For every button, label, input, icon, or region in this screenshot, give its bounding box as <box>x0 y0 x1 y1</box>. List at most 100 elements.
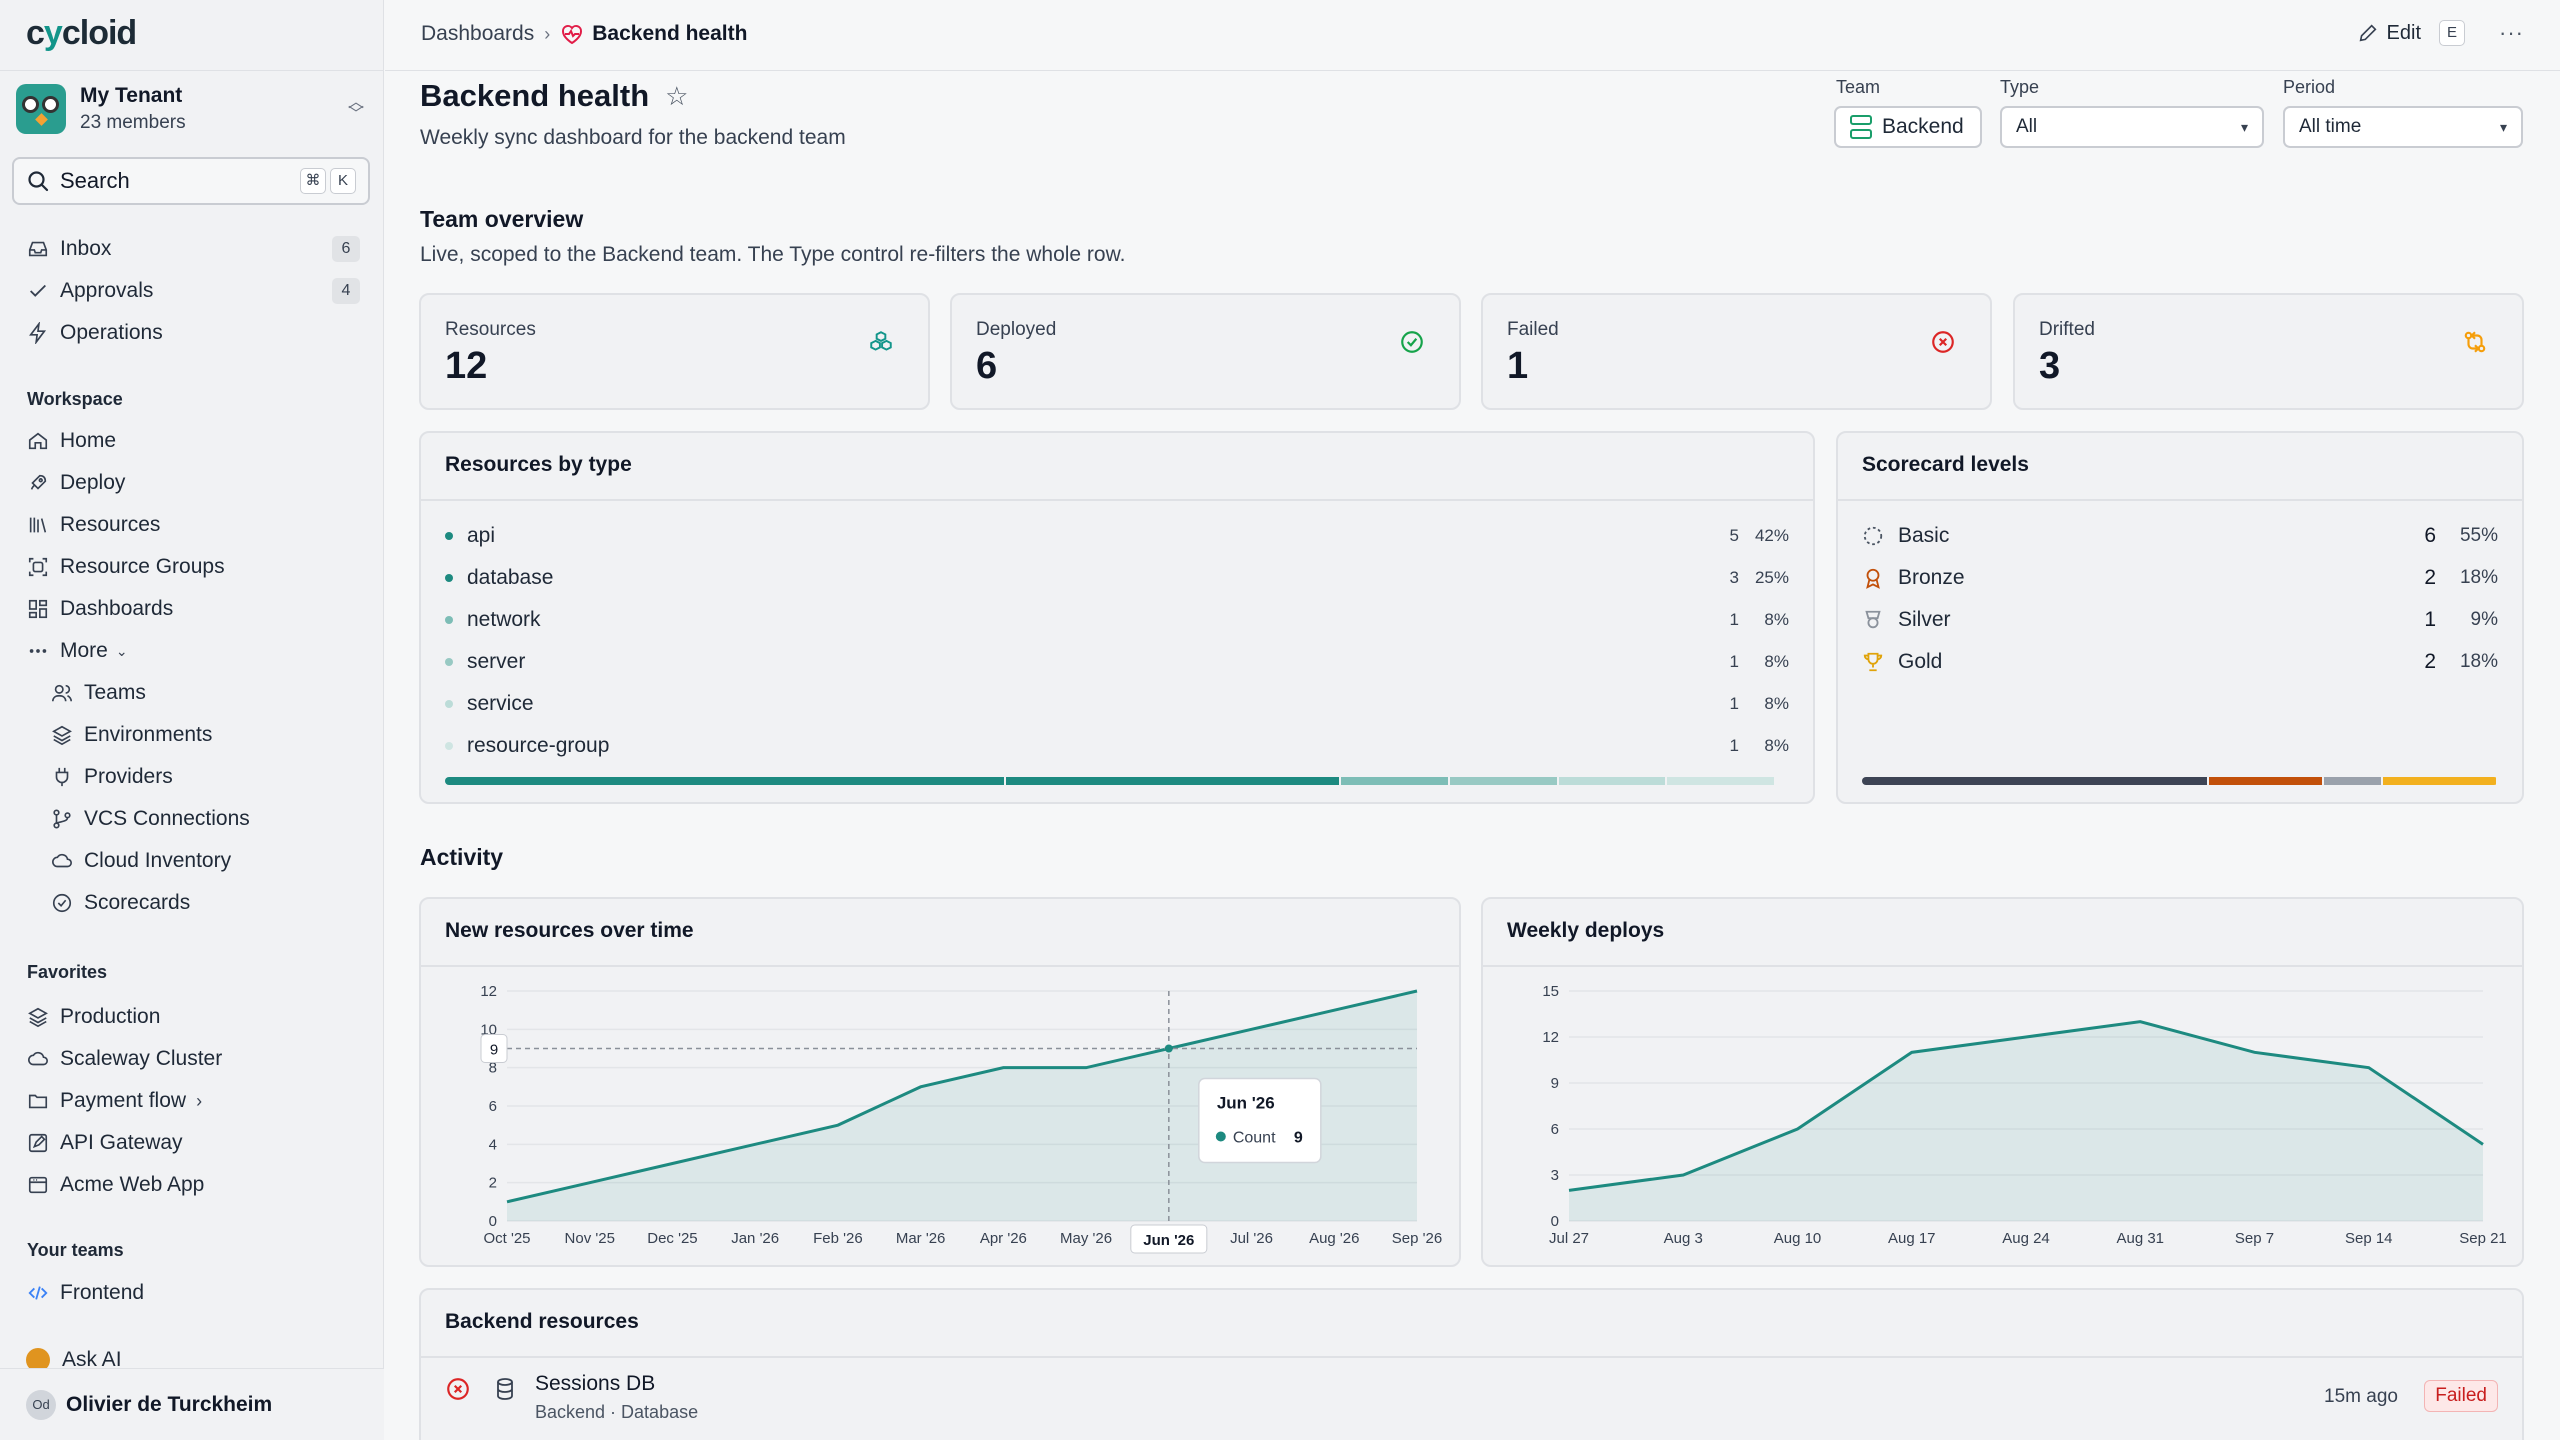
stat-card-drifted[interactable]: Drifted 3 <box>2013 293 2524 410</box>
star-icon[interactable]: ☆ <box>665 80 689 111</box>
data-point[interactable] <box>1332 1008 1336 1012</box>
x-tick-label: Aug 10 <box>1774 1230 1822 1247</box>
list-item[interactable]: database 3 25% <box>445 563 1789 593</box>
fav-payment-flow[interactable]: Payment flow › <box>26 1083 360 1119</box>
ellipsis-icon <box>26 639 50 663</box>
data-point[interactable] <box>919 1085 923 1089</box>
list-item[interactable]: Silver 1 9% <box>1862 605 2498 635</box>
x-tick-label: Jul 27 <box>1549 1230 1589 1247</box>
square-pen-icon <box>26 1131 50 1155</box>
nav-providers[interactable]: Providers <box>50 759 360 795</box>
data-point[interactable] <box>2253 1050 2257 1054</box>
search-button[interactable]: Search ⌘ K <box>12 157 370 205</box>
x-circle-icon <box>447 1378 469 1400</box>
nav-more[interactable]: More ⌄ <box>26 633 360 669</box>
data-point[interactable] <box>2367 1066 2371 1070</box>
more-options-icon[interactable]: ··· <box>2499 20 2524 45</box>
table-row[interactable]: Sessions DB Backend · Database 15m ago F… <box>421 1360 2522 1426</box>
stat-card-failed[interactable]: Failed 1 <box>1481 293 1992 410</box>
chevron-down-icon: ▾ <box>2240 118 2248 135</box>
type-name: service <box>467 692 534 715</box>
nav-home[interactable]: Home <box>26 423 360 459</box>
level-count: 2 <box>2424 566 2436 589</box>
nav-teams[interactable]: Teams <box>50 675 360 711</box>
nav-vcs-connections[interactable]: VCS Connections <box>50 801 360 837</box>
data-point[interactable] <box>2138 1020 2142 1024</box>
team-filter[interactable]: Backend <box>1834 106 1982 148</box>
data-point[interactable] <box>670 1162 674 1166</box>
home-icon <box>26 429 50 453</box>
level-percent: 9% <box>2470 609 2498 630</box>
legend-dot <box>445 658 453 666</box>
your-teams-heading: Your teams <box>27 1240 124 1260</box>
type-name: api <box>467 524 496 547</box>
list-item[interactable]: service 1 8% <box>445 689 1789 719</box>
nav-label: Resources <box>60 513 161 536</box>
nav-scorecards[interactable]: Scorecards <box>50 885 360 921</box>
data-point[interactable] <box>753 1142 757 1146</box>
user-menu[interactable]: Od Olivier de Turckheim <box>0 1368 384 1440</box>
list-item[interactable]: Basic 6 55% <box>1862 521 2498 551</box>
stat-card-resources[interactable]: Resources 12 <box>419 293 930 410</box>
cubes-icon <box>870 331 892 351</box>
nav-label: Environments <box>84 723 213 746</box>
stat-card-deployed[interactable]: Deployed 6 <box>950 293 1461 410</box>
data-point[interactable] <box>2024 1035 2028 1039</box>
data-point[interactable] <box>836 1123 840 1127</box>
nav-operations[interactable]: Operations <box>26 315 360 351</box>
cycloid-logo[interactable]: cycloid <box>26 14 137 52</box>
period-select[interactable]: All time ▾ <box>2283 106 2523 148</box>
data-point[interactable] <box>2481 1142 2485 1146</box>
type-percent: 42% <box>1754 526 1789 545</box>
list-item[interactable]: Gold 2 18% <box>1862 647 2498 677</box>
breadcrumb-dashboards[interactable]: Dashboards <box>421 22 535 45</box>
list-item[interactable]: server 1 8% <box>445 647 1789 677</box>
data-point[interactable] <box>1567 1188 1571 1192</box>
nav-inbox[interactable]: Inbox 6 <box>26 231 360 267</box>
nav-label: Inbox <box>60 237 112 260</box>
data-point[interactable] <box>1415 989 1419 993</box>
list-item[interactable]: api 5 42% <box>445 521 1789 551</box>
data-point[interactable] <box>1084 1066 1088 1070</box>
weekly-deploys-chart[interactable]: 0 3 6 9 12 15 Jul 27 Aug 3 Aug 10 Aug 17 Aug 24 Aug… <box>1483 967 2522 1265</box>
edit-button[interactable]: Edit <box>2357 22 2421 45</box>
nav-approvals[interactable]: Approvals 4 <box>26 273 360 309</box>
team-frontend[interactable]: Frontend <box>26 1275 360 1311</box>
data-point[interactable] <box>505 1200 509 1204</box>
check-circle-icon <box>1401 331 1423 353</box>
legend-dot <box>445 742 453 750</box>
y-tick-label: 3 <box>1551 1167 1559 1184</box>
code-icon <box>26 1281 50 1305</box>
x-tick-label: Aug '26 <box>1309 1230 1359 1247</box>
nav-deploy[interactable]: Deploy <box>26 465 360 501</box>
tenant-owl-avatar <box>16 84 66 134</box>
team-filter-value: Backend <box>1882 115 1964 138</box>
list-item[interactable]: Bronze 2 18% <box>1862 563 2498 593</box>
data-point[interactable] <box>1681 1173 1685 1177</box>
nav-resource-groups[interactable]: Resource Groups <box>26 549 360 585</box>
fav-production[interactable]: Production <box>26 999 360 1035</box>
period-select-value: All time <box>2299 116 2362 137</box>
chevron-right-icon: › <box>544 23 551 44</box>
y-tick-label: 8 <box>489 1060 497 1077</box>
data-point[interactable] <box>1796 1127 1800 1131</box>
nav-resources[interactable]: Resources <box>26 507 360 543</box>
data-point[interactable] <box>588 1181 592 1185</box>
hover-point <box>1164 1044 1173 1053</box>
data-point[interactable] <box>1250 1027 1254 1031</box>
type-select[interactable]: All ▾ <box>2000 106 2264 148</box>
data-point[interactable] <box>1001 1066 1005 1070</box>
fav-scaleway-cluster[interactable]: Scaleway Cluster <box>26 1041 360 1077</box>
fav-acme-web-app[interactable]: Acme Web App <box>26 1167 360 1203</box>
data-point[interactable] <box>1910 1050 1914 1054</box>
nav-environments[interactable]: Environments <box>50 717 360 753</box>
tenant-switcher[interactable]: My Tenant 23 members ︿ ﹀ <box>16 78 368 140</box>
nav-label: VCS Connections <box>84 807 250 830</box>
type-percent: 8% <box>1764 610 1789 629</box>
fav-api-gateway[interactable]: API Gateway <box>26 1125 360 1161</box>
list-item[interactable]: resource-group 1 8% <box>445 731 1789 761</box>
nav-cloud-inventory[interactable]: Cloud Inventory <box>50 843 360 879</box>
nav-dashboards[interactable]: Dashboards <box>26 591 360 627</box>
list-item[interactable]: network 1 8% <box>445 605 1789 635</box>
